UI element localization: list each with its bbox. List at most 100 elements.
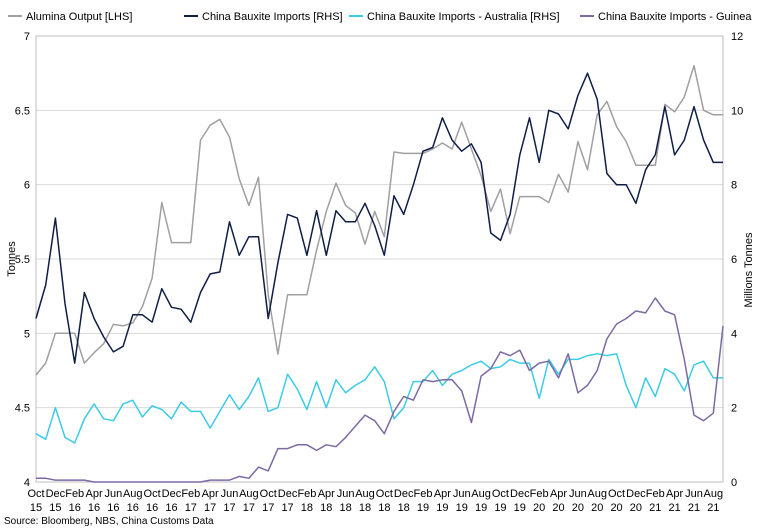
x-tick-year: 20 [533,502,545,514]
x-tick-month: Oct [144,488,161,500]
x-tick-year: 16 [127,502,139,514]
right-tick-label: 2 [731,403,737,415]
x-tick-year: 21 [668,502,680,514]
x-tick-month: Jun [221,488,239,500]
x-tick-year: 20 [572,502,584,514]
x-tick-month: Oct [376,488,393,500]
x-tick-year: 21 [707,502,719,514]
x-tick-year: 20 [610,502,622,514]
x-tick-month: Aug [355,488,375,500]
series-line-2 [35,72,723,364]
x-tick-month: Feb [65,488,84,500]
x-tick-month: Apr [434,488,451,500]
left-tick-label: 5 [24,328,30,340]
right-tick-label: 0 [731,477,737,489]
x-tick-month: Dec [510,488,530,500]
x-tick-year: 18 [320,502,332,514]
x-tick-year: 15 [49,502,61,514]
x-tick-year: 18 [398,502,410,514]
left-tick-label: 6 [24,180,30,192]
x-tick-year: 21 [688,502,700,514]
x-tick-month: Apr [202,488,219,500]
x-tick-month: Jun [337,488,355,500]
x-tick-year: 17 [223,502,235,514]
x-tick-year: 17 [243,502,255,514]
x-tick-year: 16 [69,502,81,514]
x-tick-month: Aug [123,488,143,500]
x-tick-month: Dec [394,488,414,500]
legend-label: China Bauxite Imports [RHS] [202,11,343,23]
x-tick-year: 19 [475,502,487,514]
x-tick-month: Aug [704,488,724,500]
x-tick-year: 21 [649,502,661,514]
right-tick-label: 12 [731,31,743,43]
x-tick-month: Oct [260,488,277,500]
legend-label: Alumina Output [LHS] [26,11,132,23]
x-tick-month: Oct [27,488,44,500]
x-tick-year: 19 [514,502,526,514]
x-tick-month: Feb [297,488,316,500]
x-tick-year: 16 [88,502,100,514]
x-tick-year: 16 [107,502,119,514]
x-tick-year: 17 [262,502,274,514]
x-tick-month: Jun [453,488,471,500]
right-axis-title: Millions Tonnes [743,232,755,308]
right-tick-label: 10 [731,105,743,117]
x-tick-month: Oct [492,488,509,500]
plot-area-border [35,35,724,483]
x-tick-year: 16 [165,502,177,514]
left-tick-label: 4 [24,477,30,489]
x-tick-month: Feb [646,488,665,500]
x-tick-year: 20 [630,502,642,514]
x-tick-month: Dec [162,488,182,500]
series-line-3 [35,353,723,444]
series-layer [35,64,724,483]
source-note: Source: Bloomberg, NBS, China Customs Da… [4,516,214,527]
x-tick-year: 19 [494,502,506,514]
x-tick-month: Feb [414,488,433,500]
x-tick-month: Dec [626,488,646,500]
series-line-1 [35,64,723,376]
x-tick-month: Oct [608,488,625,500]
x-tick-year: 20 [591,502,603,514]
x-tick-month: Feb [181,488,200,500]
left-tick-label: 5.5 [15,254,30,266]
left-axis-title: Tonnes [6,241,18,277]
left-axis-ticks: 4 4.5 5 5.5 6 6.5 7 [15,31,30,489]
left-tick-label: 4.5 [15,403,30,415]
x-axis-ticks: Oct15Dec15Feb16Apr16Jun16Aug16Oct16Dec16… [27,488,723,514]
x-tick-year: 15 [30,502,42,514]
x-tick-month: Jun [105,488,123,500]
x-tick-month: Feb [530,488,549,500]
right-axis-ticks: 0 2 4 6 8 10 12 [731,31,743,489]
left-tick-label: 7 [24,31,30,43]
x-tick-year: 18 [378,502,390,514]
x-tick-year: 17 [204,502,216,514]
left-tick-label: 6.5 [15,105,30,117]
x-tick-month: Dec [46,488,66,500]
x-tick-year: 16 [146,502,158,514]
x-tick-year: 17 [185,502,197,514]
x-tick-year: 18 [301,502,313,514]
x-tick-month: Apr [550,488,567,500]
x-tick-year: 19 [456,502,468,514]
series-line-4 [36,297,724,483]
legend-label: China Bauxite Imports - Guinea [598,11,752,23]
x-tick-year: 17 [281,502,293,514]
x-tick-year: 20 [552,502,564,514]
x-tick-month: Dec [278,488,298,500]
legend-label: China Bauxite Imports - Australia [RHS] [367,11,560,23]
x-tick-year: 19 [436,502,448,514]
x-tick-year: 19 [417,502,429,514]
x-tick-month: Aug [471,488,491,500]
x-tick-month: Apr [85,488,102,500]
right-tick-label: 4 [731,328,737,340]
x-tick-month: Aug [239,488,259,500]
x-tick-month: Apr [318,488,335,500]
x-tick-month: Jun [685,488,703,500]
x-tick-year: 18 [359,502,371,514]
legend: Alumina Output [LHS] China Bauxite Import… [8,11,752,23]
right-tick-label: 8 [731,180,737,192]
x-tick-month: Jun [569,488,587,500]
